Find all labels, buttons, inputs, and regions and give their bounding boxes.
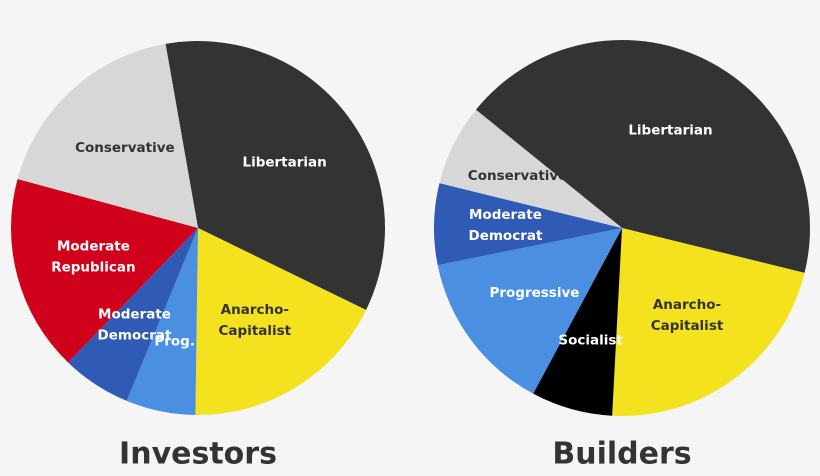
pie-slice [11, 178, 198, 363]
pie-slice [165, 40, 385, 310]
slice-label: Prog. [154, 334, 195, 350]
slice-label: Progressive [489, 285, 579, 301]
slice-label: Moderate Republican [51, 238, 135, 275]
chart-title: Builders [552, 437, 691, 472]
pie-slice [17, 43, 198, 229]
slice-label: Conservative [75, 140, 175, 156]
slice-label: Libertarian [242, 155, 326, 171]
pie-slice [475, 39, 810, 273]
chart-title: Investors [119, 437, 277, 472]
slice-label: Libertarian [628, 122, 712, 138]
slice-label: Socialist [558, 332, 623, 348]
slice-label: Conservative [468, 168, 568, 184]
pie-slice [437, 228, 622, 394]
pie-slice [126, 228, 198, 415]
pie-slice [195, 228, 367, 415]
pie-slice [533, 228, 622, 416]
pie-slice [68, 228, 199, 401]
pie-slice [439, 109, 622, 228]
pie-slice [434, 183, 622, 266]
slice-label: Moderate Democrat [468, 207, 542, 244]
slice-label: Anarcho-Capitalist [651, 297, 724, 334]
slice-label: Anarcho-Capitalist [219, 302, 292, 339]
slice-label: Moderate Democrat [98, 307, 172, 344]
pie-slice [612, 228, 805, 416]
